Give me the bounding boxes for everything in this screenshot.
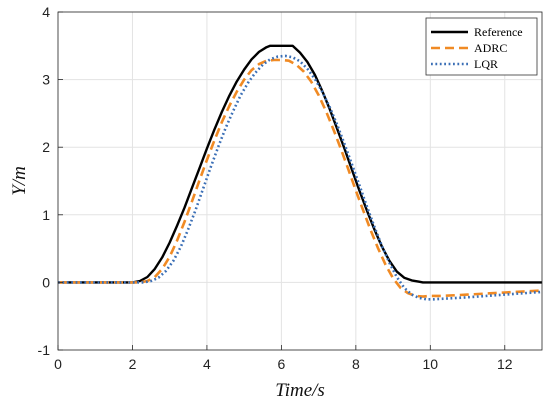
series-line-lqr xyxy=(58,54,543,301)
legend-label-lqr: LQR xyxy=(474,57,498,71)
x-tick-label: 12 xyxy=(497,356,513,372)
y-tick-label: 3 xyxy=(42,72,50,88)
legend: Reference ADRC LQR xyxy=(425,17,538,76)
y-tick-label: -1 xyxy=(38,342,51,358)
y-tick-label: 4 xyxy=(42,4,50,20)
x-tick-label: 8 xyxy=(352,356,360,372)
x-axis-label: Time/s xyxy=(275,380,325,401)
legend-label-adrc: ADRC xyxy=(474,41,507,55)
y-tick-label: 0 xyxy=(42,274,50,290)
series-group xyxy=(58,44,543,301)
y-tick-label: 2 xyxy=(42,139,50,155)
y-axis-label: Y/m xyxy=(9,166,30,196)
series-line-reference xyxy=(58,44,542,284)
series-line-adrc xyxy=(58,58,543,298)
x-tick-label: 0 xyxy=(54,356,62,372)
plot-frame xyxy=(57,11,543,351)
x-tick-label: 10 xyxy=(423,356,439,372)
x-tick-label: 4 xyxy=(203,356,211,372)
legend-label-reference: Reference xyxy=(474,25,523,39)
y-tick-label: 1 xyxy=(42,207,50,223)
x-tick-label: 2 xyxy=(129,356,137,372)
legend-box xyxy=(425,17,538,76)
x-tick-label: 6 xyxy=(277,356,285,372)
